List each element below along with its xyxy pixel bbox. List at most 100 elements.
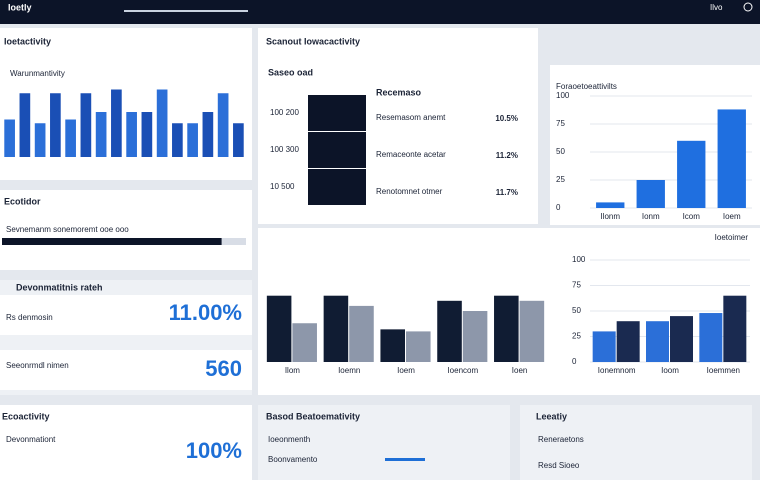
row-value: 10.5% <box>495 114 518 123</box>
bar <box>4 119 15 157</box>
bar <box>592 331 616 362</box>
row-label: Boonvamento <box>268 455 318 464</box>
progress-label: Sevnemanm sonemoremt ooe ooo <box>6 225 129 234</box>
bar <box>50 93 61 157</box>
bar <box>141 112 153 157</box>
y-tick-label: 75 <box>572 281 581 290</box>
table-column: Recemaso <box>376 87 422 97</box>
bar <box>292 323 317 362</box>
thumb <box>308 132 366 168</box>
bar <box>723 295 747 362</box>
panel-title: Ioetactivity <box>4 36 51 46</box>
stat-card <box>0 295 252 335</box>
bar <box>217 93 229 157</box>
x-tick-label: Ioem <box>723 212 741 221</box>
stat-value: 100% <box>186 438 242 463</box>
bar <box>494 295 519 362</box>
stat-value: 560 <box>205 356 242 381</box>
table-header: Saseo oad <box>268 67 313 77</box>
bar <box>699 313 723 362</box>
bar <box>202 112 214 157</box>
row-name: Remaceonte acetar <box>376 150 446 159</box>
panel <box>258 28 538 224</box>
x-tick-label: Ioemmen <box>707 366 740 375</box>
x-tick-label: Ilom <box>285 366 300 375</box>
y-tick-label: 100 <box>556 91 570 100</box>
row-id: 100 200 <box>270 108 299 117</box>
bar <box>323 295 349 362</box>
bar <box>519 300 545 362</box>
bar <box>636 180 665 208</box>
bar <box>65 119 76 157</box>
x-tick-label: Ioemn <box>338 366 360 375</box>
label: Devonmationt <box>6 435 56 444</box>
panel <box>0 405 252 480</box>
panel-title: Leeatiy <box>536 411 567 421</box>
bar <box>616 321 640 362</box>
bar <box>187 123 198 157</box>
panel <box>0 28 252 180</box>
bar <box>349 305 374 362</box>
bar <box>172 123 183 157</box>
row-label: Ioeonmenth <box>268 435 310 444</box>
bar <box>406 331 431 362</box>
bar <box>80 93 92 157</box>
row-name: Renotomnet otmer <box>376 187 443 196</box>
row-value: 11.2% <box>496 151 518 160</box>
y-tick-label: 50 <box>556 147 565 156</box>
bar <box>95 112 107 157</box>
row-label: Reneraetons <box>538 435 584 444</box>
bar <box>677 140 706 208</box>
bar <box>111 89 122 157</box>
bar <box>380 329 405 362</box>
y-tick-label: 25 <box>572 332 581 341</box>
bar <box>156 89 168 157</box>
row-value: 11.7% <box>496 188 518 197</box>
chart-title: Foraoetoeattivilts <box>556 82 617 91</box>
progress-fill <box>2 238 222 245</box>
chart-title: Ioetoimer <box>715 233 749 242</box>
panel-title: Devonmatitnis rateh <box>16 282 103 292</box>
row-id: 10 500 <box>270 182 295 191</box>
panel <box>520 405 752 480</box>
stat-value: 11.00% <box>169 300 242 325</box>
bar <box>19 93 31 157</box>
x-tick-label: Ioencom <box>447 366 478 375</box>
user[interactable]: Ilvo <box>710 3 723 12</box>
bar <box>670 316 693 362</box>
x-tick-label: Ioen <box>512 366 528 375</box>
panel <box>258 405 510 480</box>
bar <box>126 112 137 157</box>
thumb <box>308 95 366 131</box>
y-tick-label: 100 <box>572 255 586 264</box>
bar <box>34 123 46 157</box>
bar <box>437 300 462 362</box>
panel-subtitle: Warunmantivity <box>10 69 65 78</box>
y-tick-label: 75 <box>556 119 565 128</box>
y-tick-label: 0 <box>556 203 561 212</box>
thumb <box>308 169 366 205</box>
x-tick-label: Icom <box>683 212 701 221</box>
row-name: Resemasom anemt <box>376 113 446 122</box>
avatar[interactable] <box>743 2 753 12</box>
x-tick-label: Ioem <box>397 366 415 375</box>
bar <box>266 295 292 362</box>
panel-title: Ecotidor <box>4 196 41 206</box>
panel-title: Scanout Iowacactivity <box>266 36 360 46</box>
stat-card <box>0 350 252 390</box>
bar <box>233 123 244 157</box>
row-label: Resd Sioeo <box>538 461 580 470</box>
row-bar <box>385 458 425 461</box>
x-tick-label: Ionm <box>642 212 660 221</box>
stat-label: Rs denmosin <box>6 313 53 322</box>
bar <box>462 311 488 362</box>
stat-label: Seeonrmdl nimen <box>6 361 69 370</box>
x-tick-label: Ioom <box>661 366 679 375</box>
top-bar <box>0 0 760 24</box>
x-tick-label: Ionemnom <box>598 366 636 375</box>
panel <box>0 190 252 270</box>
y-tick-label: 25 <box>556 175 565 184</box>
x-tick-label: Ilonm <box>600 212 620 221</box>
